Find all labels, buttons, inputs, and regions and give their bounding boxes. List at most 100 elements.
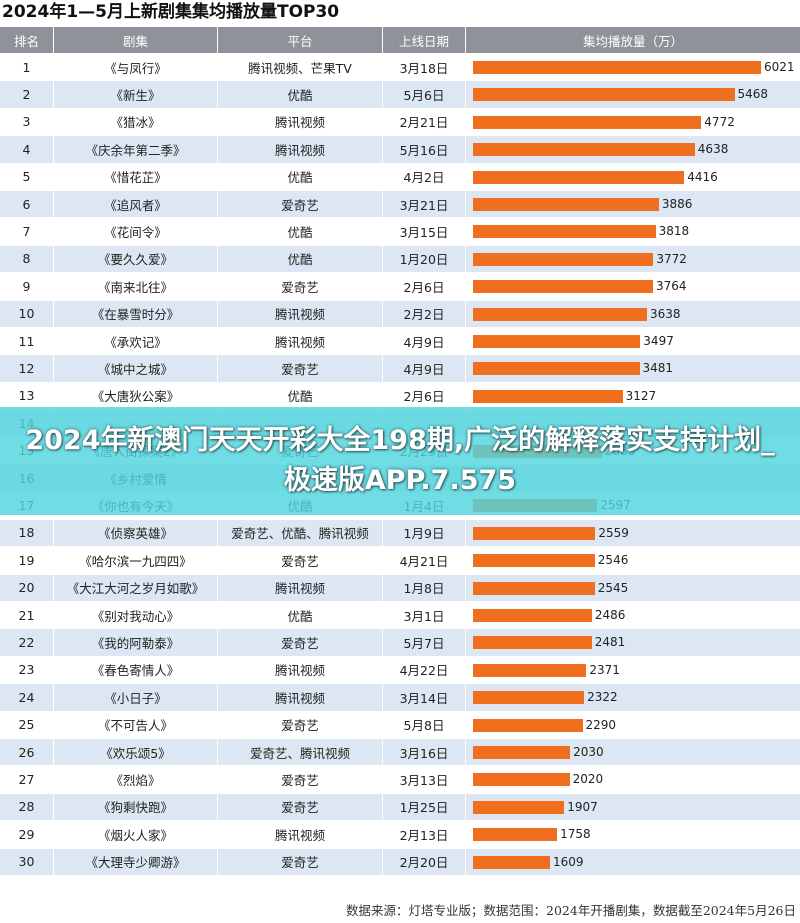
bar-value-label: 3772 [656, 251, 687, 266]
platform-cell: 优酷 [218, 218, 382, 245]
platform-cell: 爱奇艺、腾讯视频 [218, 739, 382, 766]
platform-cell: 爱奇艺、优酷、腾讯视频 [218, 519, 382, 547]
date-cell: 4月2日 [383, 163, 465, 190]
bar-value-label: 2030 [573, 745, 604, 759]
rank-cell: 5 [0, 163, 53, 190]
column-header: 上线日期 [383, 27, 465, 53]
rank-cell: 24 [0, 684, 53, 711]
rank-cell: 6 [0, 191, 53, 218]
bar [473, 115, 702, 129]
title-cell: 《城中之城》 [54, 355, 217, 382]
title-cell: 《花间令》 [54, 218, 217, 245]
bar-value-label: 3886 [661, 197, 693, 211]
bar [473, 335, 641, 348]
platform-cell: 腾讯视频 [218, 328, 382, 355]
bar-value-label: 2322 [587, 690, 618, 705]
bar-value-label: 1758 [560, 827, 591, 842]
date-cell: 2月6日 [383, 382, 465, 410]
date-cell: 4月21日 [383, 547, 465, 574]
date-cell: 5月7日 [383, 629, 465, 656]
bar [473, 362, 640, 376]
bar-value-label: 4638 [697, 142, 729, 157]
title-cell: 《我的阿勒泰》 [54, 629, 217, 656]
bar [473, 225, 656, 239]
bar-value-label: 2290 [585, 717, 617, 732]
rank-cell: 18 [0, 519, 53, 547]
platform-cell: 爱奇艺 [218, 711, 382, 738]
rank-cell: 30 [0, 848, 53, 875]
title-cell: 《狗剩快跑》 [54, 793, 217, 821]
bar-value-label: 5468 [737, 87, 769, 102]
bar [473, 609, 592, 622]
bar [473, 718, 583, 732]
date-cell: 2月2日 [383, 300, 465, 327]
bar [473, 828, 558, 842]
title-cell: 《侦察英雄》 [54, 519, 217, 547]
title-cell: 《哈尔滨一九四四》 [54, 547, 217, 574]
date-cell: 1月8日 [383, 574, 465, 601]
rank-cell: 26 [0, 739, 53, 766]
rank-cell: 20 [0, 574, 53, 601]
platform-cell: 爱奇艺 [218, 273, 382, 300]
rank-cell: 9 [0, 273, 53, 300]
date-cell: 3月16日 [383, 739, 465, 766]
bar-value-label: 2481 [594, 635, 626, 650]
rank-cell: 27 [0, 766, 53, 793]
platform-cell: 爱奇艺 [218, 793, 382, 821]
bar [473, 61, 761, 74]
column-header: 集均播放量（万） [466, 27, 800, 53]
date-cell: 2月13日 [383, 821, 465, 848]
rank-cell: 25 [0, 711, 53, 738]
platform-cell: 腾讯视频 [218, 108, 382, 136]
bar [473, 554, 595, 568]
bar [473, 280, 653, 294]
rank-cell: 23 [0, 656, 53, 684]
bar [473, 526, 596, 540]
bar [473, 663, 587, 677]
rank-cell: 8 [0, 245, 53, 273]
column-header: 剧集 [54, 27, 217, 53]
date-cell: 2月6日 [383, 273, 465, 300]
bar-value-label: 3764 [656, 279, 687, 294]
bar-value-label: 2371 [589, 662, 620, 677]
bar-value-label: 1609 [553, 854, 584, 869]
date-cell: 4月22日 [383, 656, 465, 684]
bar-value-label: 6021 [764, 60, 795, 74]
title-cell: 《烟火人家》 [54, 821, 217, 848]
bar [473, 746, 571, 759]
bar-value-label: 4416 [687, 169, 718, 184]
date-cell: 3月15日 [383, 218, 465, 245]
bar [473, 252, 654, 266]
date-cell: 1月20日 [383, 245, 465, 273]
overlay-banner: 2024年新澳门天天开彩大全198期,广泛的解释落实支持计划_极速版APP.7.… [0, 407, 800, 515]
bar-value-label: 3481 [642, 361, 674, 376]
rank-cell: 19 [0, 547, 53, 574]
date-cell: 3月14日 [383, 684, 465, 711]
date-cell: 1月9日 [383, 519, 465, 547]
date-cell: 5月6日 [383, 81, 465, 108]
rank-cell: 1 [0, 54, 53, 81]
bar-value-label: 2545 [597, 580, 629, 595]
bar-value-label: 3818 [658, 224, 690, 239]
bar [473, 581, 595, 595]
platform-cell: 爱奇艺 [218, 848, 382, 875]
rank-cell: 3 [0, 108, 53, 136]
bar-value-label: 2020 [572, 772, 604, 787]
title-cell: 《南来北往》 [54, 273, 217, 300]
date-cell: 2月20日 [383, 848, 465, 875]
bar-value-label: 3497 [643, 334, 674, 348]
title-cell: 《春色寄情人》 [54, 656, 217, 684]
platform-cell: 优酷 [218, 163, 382, 190]
date-cell: 3月1日 [383, 602, 465, 629]
bar [473, 389, 623, 403]
title-cell: 《大唐狄公案》 [54, 382, 217, 410]
rank-cell: 28 [0, 793, 53, 821]
title-cell: 《大江大河之岁月如歌》 [54, 574, 217, 601]
platform-cell: 腾讯视频 [218, 574, 382, 601]
date-cell: 5月16日 [383, 136, 465, 163]
title-cell: 《猎冰》 [54, 108, 217, 136]
title-cell: 《大理寺少卿游》 [54, 848, 217, 875]
date-cell: 1月25日 [383, 793, 465, 821]
title-cell: 《追风者》 [54, 191, 217, 218]
rank-cell: 7 [0, 218, 53, 245]
